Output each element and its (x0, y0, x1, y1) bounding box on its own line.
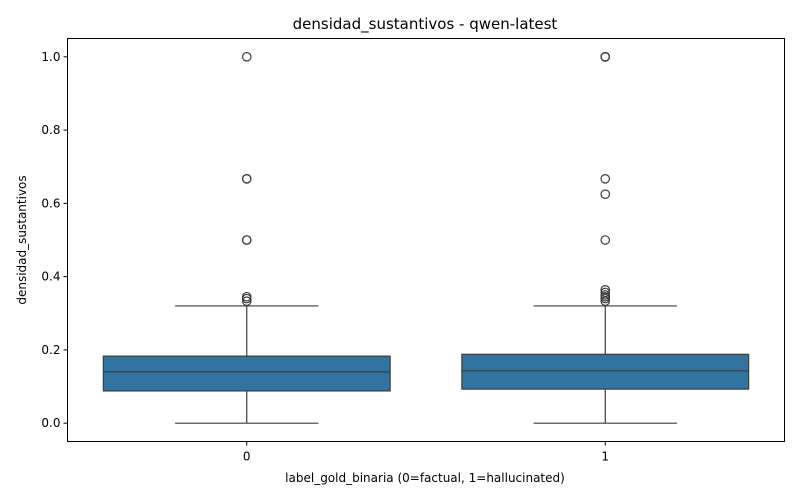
outlier-point (241, 174, 252, 184)
y-tick-label: 0.6 (41, 196, 60, 210)
box-body (461, 353, 750, 390)
x-axis-label: label_gold_binaria (0=factual, 1=halluci… (285, 471, 565, 485)
y-tick-label: 1.0 (41, 50, 60, 64)
y-tick-label: 0.4 (41, 270, 60, 284)
outlier-point (600, 285, 611, 295)
outlier-point (241, 235, 252, 245)
outlier-point (600, 174, 611, 184)
outlier-point (241, 291, 252, 302)
x-tick-label: 0 (243, 450, 251, 464)
outlier-point (600, 189, 611, 200)
outlier-point (600, 52, 611, 62)
outlier-point (241, 52, 252, 62)
y-tick-label: 0.8 (41, 123, 60, 137)
x-tick-label: 1 (601, 450, 609, 464)
y-axis-label: densidad_sustantivos (15, 175, 29, 304)
plot-area: 0.0 0.2 0.4 0.6 0.8 1.0 0 1 (41, 50, 750, 464)
outlier-point (241, 296, 252, 306)
chart-title: densidad_sustantivos - qwen-latest (293, 15, 558, 34)
outlier-point (600, 235, 611, 245)
outlier-point (600, 290, 611, 300)
y-tick-label: 0.2 (41, 343, 60, 357)
y-tick-label: 0.0 (41, 416, 60, 430)
outlier-point (600, 287, 611, 298)
plot-frame (67, 38, 785, 442)
box-body (102, 355, 391, 392)
